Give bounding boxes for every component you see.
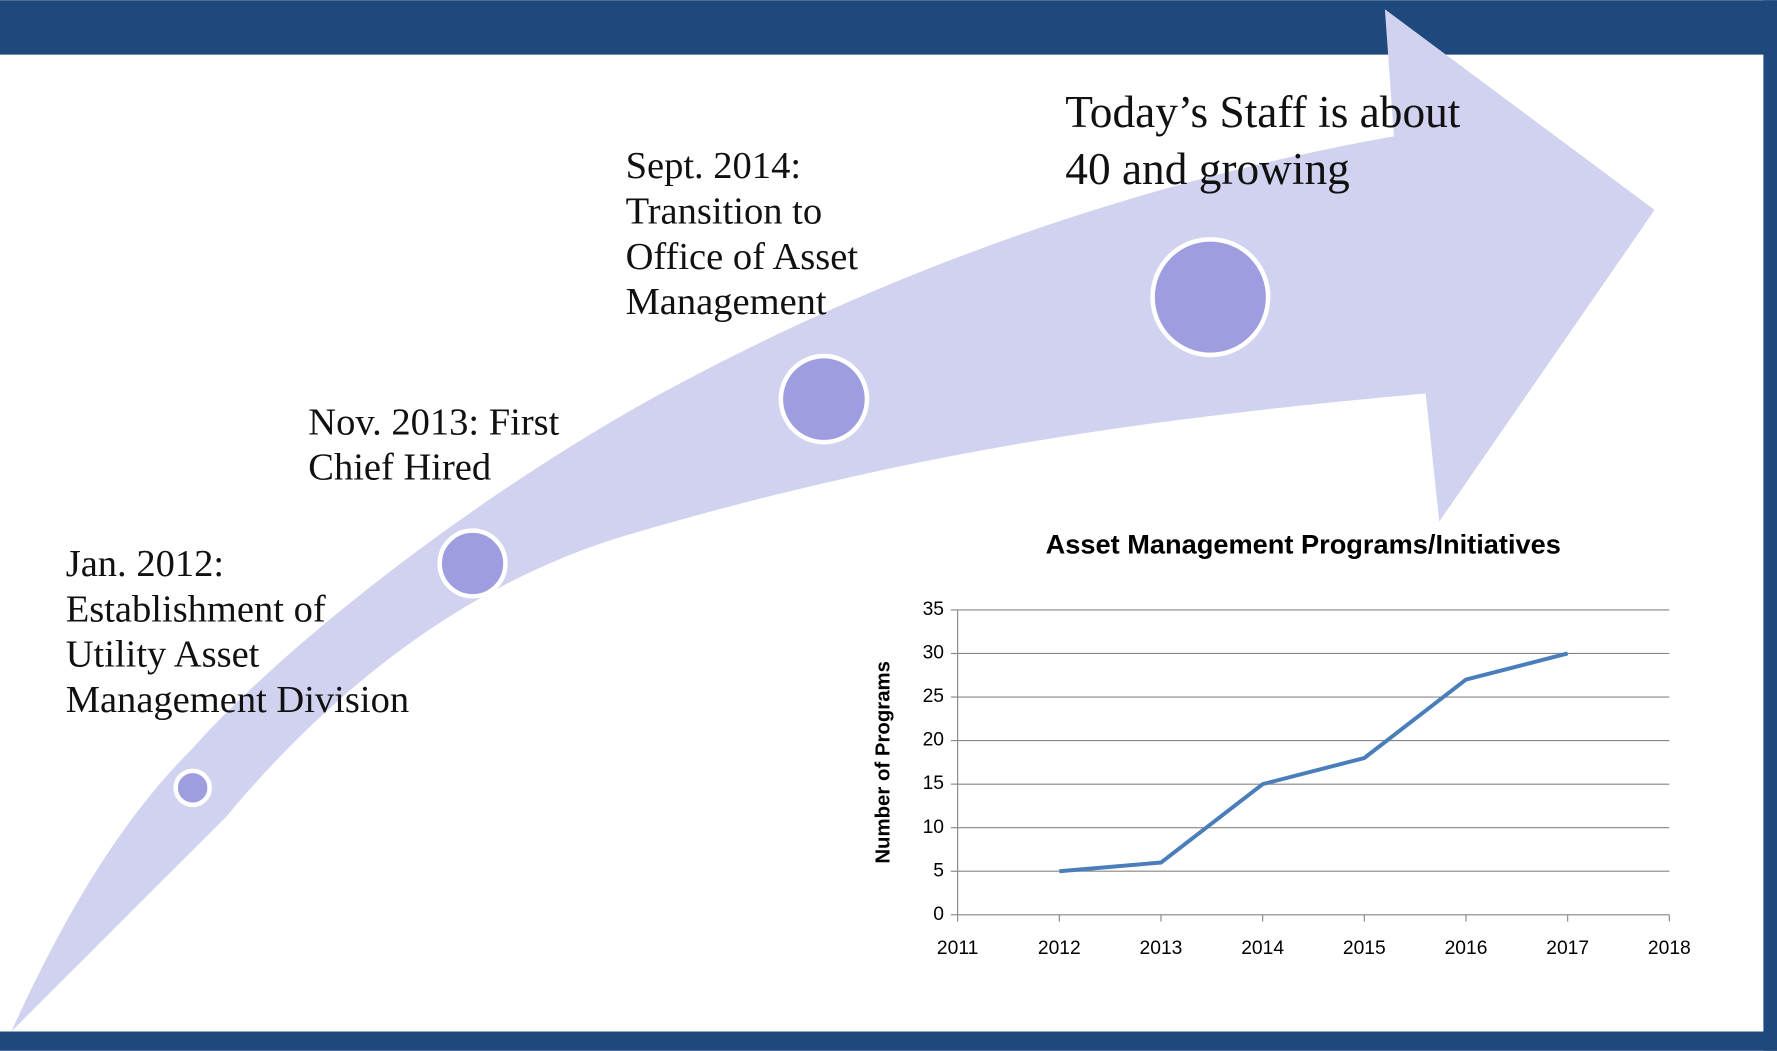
x-tick-label: 2013	[1140, 938, 1183, 959]
milestone-dot	[778, 353, 870, 445]
y-tick-label: 35	[923, 599, 944, 620]
milestone-text: Transition to	[626, 190, 823, 232]
y-axis-label: Number of Programs	[872, 661, 894, 864]
y-tick-label: 25	[923, 686, 944, 707]
right-border	[1763, 0, 1777, 1051]
x-tick-label: 2015	[1343, 938, 1386, 959]
milestone-dot	[437, 528, 508, 599]
milestone-text: Chief Hired	[308, 447, 491, 489]
top-bar	[0, 0, 1777, 55]
milestone-text: Establishment of	[66, 588, 326, 630]
milestone-text: Management	[626, 281, 827, 323]
milestone-text: Today’s Staff is about	[1065, 87, 1461, 137]
milestone-text: Sept. 2014:	[626, 145, 801, 187]
y-tick-label: 5	[933, 860, 944, 881]
x-tick-label: 2012	[1038, 938, 1081, 959]
milestone-text: Office of Asset	[626, 236, 859, 278]
x-tick-label: 2011	[937, 938, 978, 959]
data-line	[1059, 651, 1569, 874]
y-tick-label: 0	[933, 904, 944, 925]
x-tick-label: 2017	[1546, 938, 1589, 959]
milestone-text: 40 and growing	[1065, 144, 1350, 194]
x-tick-label: 2014	[1241, 938, 1284, 959]
milestone-text: Jan. 2012:	[66, 543, 224, 585]
x-tick-label: 2018	[1648, 938, 1691, 959]
milestone-text: Utility Asset	[66, 634, 260, 676]
milestone-text: Management Division	[66, 679, 409, 721]
milestone-text: Nov. 2013: First	[308, 401, 559, 443]
timeline-arrow	[11, 9, 1655, 1032]
y-tick-label: 30	[923, 643, 944, 664]
milestone-dot	[1150, 237, 1271, 358]
x-tick-label: 2016	[1445, 938, 1488, 959]
milestone-dot	[173, 768, 212, 808]
y-tick-label: 10	[923, 817, 944, 838]
bottom-bar	[0, 1031, 1777, 1051]
y-tick-label: 20	[923, 730, 944, 751]
y-tick-label: 15	[923, 773, 944, 794]
chart-title: Asset Management Programs/Initiatives	[1046, 529, 1561, 560]
